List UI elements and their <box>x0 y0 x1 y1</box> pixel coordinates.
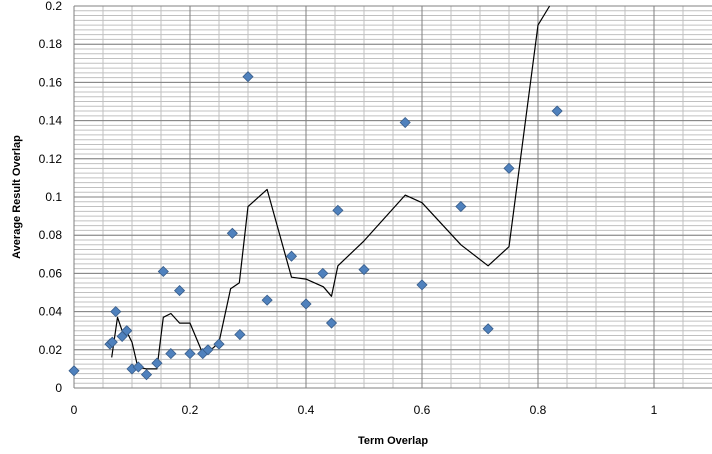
data-point <box>106 336 118 348</box>
data-point <box>132 361 144 373</box>
y-tick-labels: 0 0.02 0.04 0.06 0.08 0.1 0.12 0.14 0.16 0.18 0.2 <box>39 0 63 395</box>
x-tick-label: 0.4 <box>298 403 315 417</box>
y-tick-label: 0.18 <box>39 37 63 51</box>
x-tick-label: 0.2 <box>182 403 199 417</box>
y-tick-label: 0.2 <box>45 0 62 13</box>
data-point <box>242 71 254 83</box>
data-point <box>551 105 563 117</box>
data-point <box>482 323 494 335</box>
data-point <box>213 338 225 350</box>
data-point <box>317 267 329 279</box>
data-point <box>285 250 298 262</box>
y-tick-label: 0.1 <box>45 190 62 204</box>
y-tick-label: 0.02 <box>39 343 63 357</box>
data-point <box>157 265 169 278</box>
data-point <box>455 200 467 213</box>
axes <box>73 6 712 389</box>
data-point <box>121 325 133 337</box>
y-tick-label: 0.14 <box>39 114 63 128</box>
x-tick-label: 1 <box>651 403 658 417</box>
data-point <box>234 328 246 341</box>
y-axis-title: Average Result Overlap <box>11 135 23 259</box>
y-tick-label: 0.12 <box>39 152 63 166</box>
data-point <box>300 298 312 310</box>
data-point <box>151 357 163 369</box>
data-point <box>325 317 338 329</box>
y-tick-label: 0.06 <box>39 266 63 280</box>
data-point <box>184 348 196 360</box>
y-tick-label: 0.08 <box>39 228 63 242</box>
data-point <box>503 162 515 174</box>
x-tick-label: 0 <box>71 403 78 417</box>
major-gridlines <box>74 5 712 388</box>
x-tick-label: 0.8 <box>530 403 547 417</box>
x-tick-labels: 0 0.2 0.4 0.6 0.8 1 <box>71 403 658 417</box>
data-point <box>261 294 273 306</box>
data-point <box>226 227 238 239</box>
data-point <box>399 116 411 129</box>
data-point <box>173 285 186 297</box>
data-point <box>140 369 153 381</box>
data-point <box>202 344 214 356</box>
data-point <box>358 264 370 276</box>
y-tick-label: 0 <box>55 381 62 395</box>
x-axis-title: Term Overlap <box>358 435 428 447</box>
y-tick-label: 0.16 <box>39 75 63 89</box>
data-point <box>68 365 80 377</box>
data-point <box>110 306 122 318</box>
data-point <box>332 204 344 216</box>
scatter-series <box>68 71 563 381</box>
data-point <box>416 279 428 291</box>
y-tick-label: 0.04 <box>39 305 63 319</box>
x-tick-label: 0.6 <box>414 403 431 417</box>
data-point <box>165 348 177 360</box>
